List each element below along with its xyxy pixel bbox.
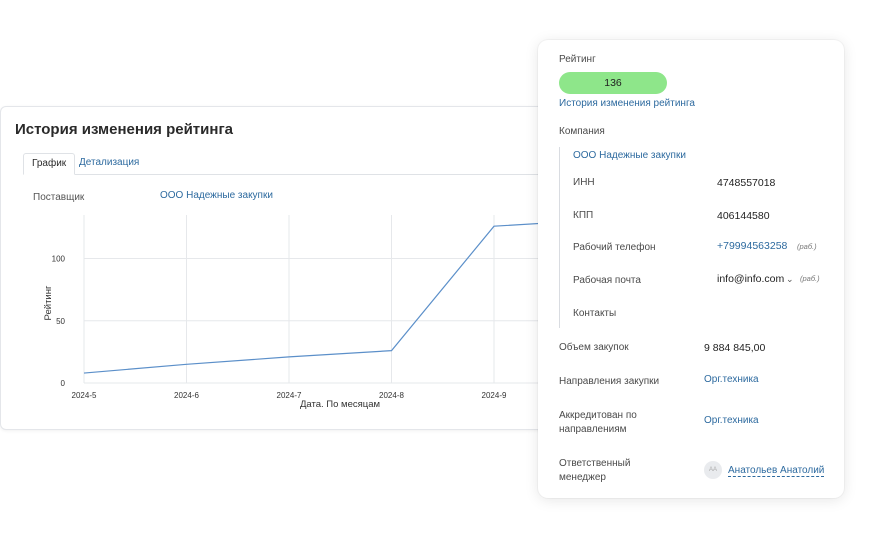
chevron-down-icon[interactable]: ⌄	[786, 274, 794, 284]
tab-chart[interactable]: График	[23, 153, 76, 175]
email-value[interactable]: info@info.com	[717, 273, 785, 285]
x-tick-label: 2024-7	[277, 391, 302, 400]
phone-link[interactable]: +79994563258	[717, 240, 788, 252]
y-axis-ticks: 0 50 100	[52, 255, 66, 388]
rating-history-card: История изменения рейтинга График Детали…	[0, 106, 581, 430]
history-title: История изменения рейтинга	[15, 121, 234, 138]
y-tick-label: 50	[56, 317, 65, 326]
avatar-placeholder-icon: AA	[704, 461, 722, 479]
company-label: Компания	[559, 126, 605, 137]
phone-label: Рабочий телефон	[573, 242, 656, 253]
inn-label: ИНН	[573, 177, 595, 188]
company-detail-card: Рейтинг 136 История изменения рейтинга К…	[538, 40, 844, 498]
manager-label-line1: Ответственный	[559, 458, 631, 469]
x-axis-label: Дата. По месяцам	[300, 399, 380, 410]
company-link[interactable]: ООО Надежные закупки	[573, 150, 686, 161]
volume-value: 9 884 845,00	[704, 342, 766, 354]
kpp-value: 406144580	[717, 210, 770, 222]
y-tick-label: 0	[61, 379, 66, 388]
accredited-label-line2: направлениям	[559, 424, 627, 435]
supplier-label: Поставщик	[33, 192, 85, 203]
accredited-label-line1: Аккредитован по	[559, 410, 637, 421]
x-tick-label: 2024-8	[379, 391, 404, 400]
email-label: Рабочая почта	[573, 275, 641, 286]
rating-series-line	[83, 220, 581, 374]
accredited-link[interactable]: Орг.техника	[704, 415, 759, 426]
manager-label-line2: менеджер	[559, 472, 606, 483]
tab-details[interactable]: Детализация	[79, 157, 140, 168]
kpp-label: КПП	[573, 210, 594, 221]
x-tick-label: 2024-6	[174, 391, 199, 400]
contacts-link[interactable]: Контакты	[573, 308, 617, 319]
rating-label: Рейтинг	[559, 54, 596, 65]
directions-label: Направления закупки	[559, 376, 660, 387]
phone-tag: (раб.)	[797, 242, 817, 251]
y-axis-label: Рейтинг	[43, 285, 54, 320]
history-tabs: График Детализация	[23, 153, 579, 175]
x-tick-label: 2024-9	[482, 391, 507, 400]
chart-grid	[83, 215, 581, 384]
x-tick-label: 2024-5	[72, 391, 97, 400]
y-tick-label: 100	[52, 255, 66, 264]
directions-link[interactable]: Орг.техника	[704, 374, 759, 385]
inn-value: 4748557018	[717, 177, 776, 189]
company-divider	[559, 147, 560, 328]
supplier-link[interactable]: ООО Надежные закупки	[160, 190, 273, 201]
email-tag: (раб.)	[800, 274, 820, 283]
manager-name[interactable]: Анатольев Анатолий	[728, 465, 825, 477]
rating-history-link[interactable]: История изменения рейтинга	[559, 98, 695, 109]
rating-badge: 136	[559, 72, 667, 94]
manager-link[interactable]: Анатольев Анатолий	[728, 464, 825, 478]
volume-label: Объем закупок	[559, 342, 629, 353]
